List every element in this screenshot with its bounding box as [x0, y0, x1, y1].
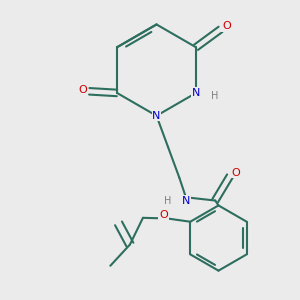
- Text: O: O: [231, 168, 240, 178]
- Text: N: N: [182, 196, 190, 206]
- Text: N: N: [192, 88, 200, 98]
- Text: O: O: [78, 85, 87, 95]
- Text: H: H: [164, 196, 172, 206]
- Text: N: N: [152, 111, 161, 121]
- Text: O: O: [222, 21, 231, 31]
- Text: H: H: [211, 91, 219, 100]
- Text: O: O: [159, 210, 168, 220]
